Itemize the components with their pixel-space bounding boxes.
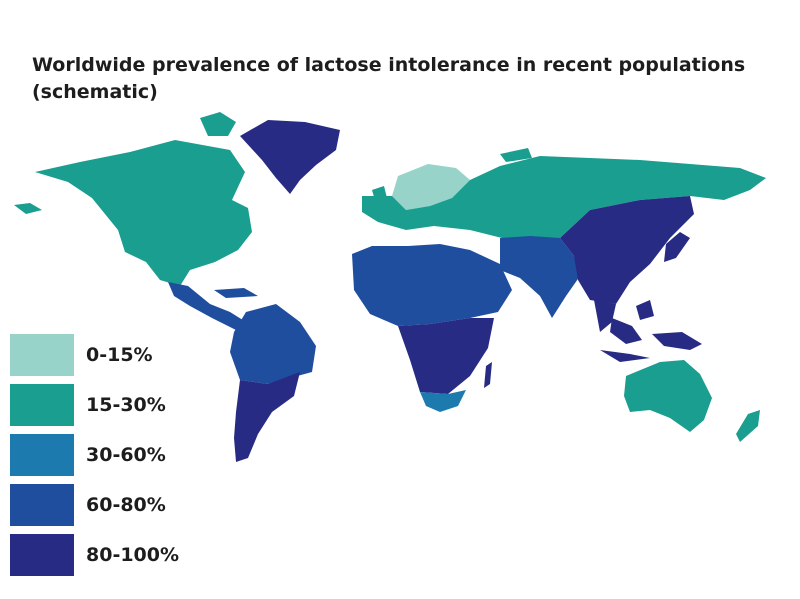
region-new-zealand (736, 410, 760, 442)
map-title-line2: (schematic) (32, 81, 158, 103)
region-northern-south-america (230, 304, 316, 384)
legend-item: 0-15% (10, 334, 179, 376)
region-north-america (200, 112, 236, 136)
legend-item: 15-30% (10, 384, 179, 426)
legend-label: 0-15% (86, 344, 153, 366)
region-southeast-asia (610, 318, 642, 344)
legend-item: 60-80% (10, 484, 179, 526)
region-southeast-asia (652, 332, 702, 350)
legend-swatch (10, 334, 74, 376)
region-north-america (35, 140, 252, 286)
legend: 0-15% 15-30% 30-60% 60-80% 80-100% (10, 334, 179, 584)
region-southeast-asia (636, 300, 654, 320)
region-central-america (214, 288, 258, 298)
legend-label: 15-30% (86, 394, 166, 416)
region-europe-russia (372, 186, 388, 204)
region-europe-russia (362, 156, 766, 240)
region-southern-africa (420, 390, 466, 412)
legend-item: 30-60% (10, 434, 179, 476)
region-europe-russia (500, 148, 532, 162)
legend-swatch (10, 434, 74, 476)
region-sub-saharan-africa (398, 318, 494, 394)
region-greenland (240, 120, 340, 194)
map-title-line1: Worldwide prevalence of lactose intolera… (32, 54, 746, 76)
region-central-america (168, 282, 246, 330)
region-sub-saharan-africa (484, 362, 492, 388)
region-northern-europe (392, 164, 470, 210)
region-southeast-asia (600, 350, 650, 362)
legend-label: 80-100% (86, 544, 180, 566)
region-east-asia (664, 232, 690, 262)
region-southeast-asia (594, 300, 616, 332)
legend-swatch (10, 384, 74, 426)
legend-swatch (10, 534, 74, 576)
region-north-america (14, 203, 42, 214)
map-title: Worldwide prevalence of lactose intolera… (32, 52, 745, 106)
region-south-asia (500, 236, 580, 318)
legend-swatch (10, 484, 74, 526)
region-australia (624, 360, 712, 432)
region-east-asia (560, 196, 694, 304)
region-north-africa-middle-east (352, 244, 512, 326)
legend-label: 30-60% (86, 444, 166, 466)
legend-item: 80-100% (10, 534, 179, 576)
legend-label: 60-80% (86, 494, 166, 516)
region-southern-south-america (234, 372, 300, 462)
